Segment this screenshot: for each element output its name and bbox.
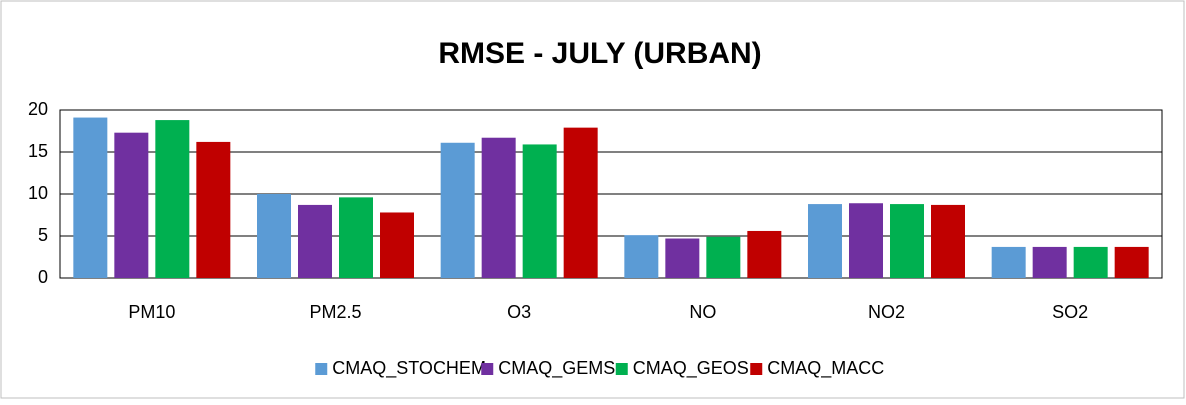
- legend-label: CMAQ_MACC: [767, 358, 884, 379]
- bar: [991, 246, 1026, 278]
- x-tick-label: PM2.5: [309, 302, 361, 322]
- bar: [706, 236, 741, 278]
- bar: [73, 117, 108, 278]
- bar: [563, 127, 598, 278]
- bar: [339, 197, 373, 278]
- bar: [380, 212, 414, 278]
- chart-title: RMSE - JULY (URBAN): [438, 37, 761, 70]
- x-tick-label: O3: [507, 302, 531, 322]
- y-tick-label: 15: [28, 141, 48, 161]
- bar: [808, 204, 842, 278]
- bar: [155, 120, 190, 278]
- bar: [440, 142, 475, 278]
- x-tick-label: NO2: [868, 302, 905, 322]
- bar: [665, 238, 700, 278]
- bar: [1073, 246, 1108, 278]
- bar: [1032, 246, 1067, 278]
- legend-label: CMAQ_GEOS: [633, 358, 749, 379]
- bar: [1114, 246, 1149, 278]
- bar: [931, 204, 965, 278]
- y-tick-label: 5: [38, 225, 48, 245]
- legend-swatch: [481, 363, 494, 375]
- bar: [890, 204, 924, 278]
- bar: [298, 204, 332, 278]
- bar: [849, 203, 883, 278]
- bar: [481, 137, 516, 278]
- y-tick-label: 20: [28, 99, 48, 119]
- bar: [747, 230, 782, 278]
- bar: [624, 235, 659, 278]
- plot-border: [59, 109, 1163, 279]
- legend-label: CMAQ_STOCHEM: [332, 358, 486, 379]
- y-tick-label: 0: [38, 267, 48, 287]
- x-tick-label: NO: [689, 302, 716, 322]
- legend-label: CMAQ_GEMS: [498, 358, 615, 379]
- bar: [257, 194, 291, 278]
- legend-swatch: [750, 363, 763, 375]
- y-tick-label: 10: [28, 183, 48, 203]
- legend-swatch: [315, 363, 328, 375]
- legend-swatch: [615, 363, 628, 375]
- x-tick-label: SO2: [1052, 302, 1088, 322]
- bar: [522, 144, 557, 278]
- bar: [114, 132, 149, 278]
- x-tick-label: PM10: [128, 302, 175, 322]
- bar: [196, 141, 231, 278]
